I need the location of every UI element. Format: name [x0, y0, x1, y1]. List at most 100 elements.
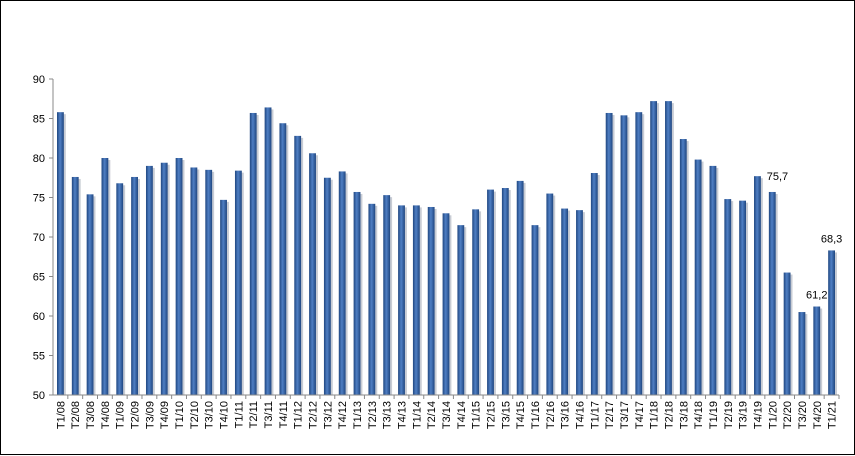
- data-label: 75,7: [767, 171, 788, 183]
- bar-t2-13: [368, 203, 376, 395]
- x-tick-label: T2/08: [70, 401, 82, 429]
- x-tick-label: T4/12: [337, 401, 349, 429]
- bar-t3-08: [86, 194, 94, 395]
- x-tick-label: T3/18: [678, 401, 690, 429]
- x-tick-label: T1/09: [115, 401, 127, 429]
- bar-t1-20: [768, 191, 776, 395]
- x-tick-label: T3/14: [441, 401, 453, 429]
- x-tick-label: T2/15: [485, 401, 497, 429]
- bar-t1-08: [57, 112, 64, 396]
- bar-t1-16: [531, 225, 539, 395]
- x-tick-label: T4/15: [515, 401, 527, 429]
- bar-t4-14: [457, 225, 465, 395]
- x-tick-label: T4/20: [812, 401, 824, 429]
- bar-t2-11: [249, 112, 257, 395]
- x-tick-label: T3/15: [500, 401, 512, 429]
- bar-t1-10: [175, 158, 183, 395]
- x-tick-label: T2/10: [189, 401, 201, 429]
- x-tick-label: T1/20: [767, 401, 779, 429]
- x-tick-label: T1/17: [589, 401, 601, 429]
- bar-t1-14: [412, 205, 420, 395]
- bar-t3-10: [205, 169, 213, 395]
- y-tick-label: 65: [33, 272, 45, 284]
- bar-t4-12: [338, 171, 346, 395]
- bar-t4-09: [160, 162, 168, 395]
- x-tick-label: T1/13: [352, 401, 364, 429]
- x-tick-label: T4/11: [278, 401, 290, 428]
- x-tick-label: T4/09: [159, 401, 171, 429]
- x-tick-label: T2/18: [663, 401, 675, 429]
- x-tick-label: T1/19: [708, 401, 720, 429]
- x-tick-label: T4/19: [752, 401, 764, 429]
- x-tick-label: T4/16: [574, 401, 586, 429]
- x-tick-label: T1/12: [293, 401, 305, 429]
- bar-t2-17: [605, 112, 613, 395]
- y-ticks-group: 50 55 60 65 70 75 80 85 90: [33, 74, 53, 402]
- x-tick-label: T1/18: [649, 401, 661, 429]
- x-tick-label: T3/08: [85, 401, 97, 429]
- x-tick-label: T4/17: [634, 401, 646, 429]
- bar-t4-20: [813, 306, 821, 395]
- x-tick-label: T1/16: [530, 401, 542, 429]
- x-tick-label: T1/14: [411, 401, 423, 429]
- bar-t4-19: [754, 176, 761, 395]
- bar-t3-12: [323, 177, 331, 395]
- x-tick-label: T3/13: [382, 401, 394, 429]
- bar-t1-21: [828, 250, 835, 395]
- bar-t2-16: [546, 193, 554, 395]
- y-tick-label: 55: [33, 351, 45, 363]
- x-tick-label: T4/13: [397, 401, 409, 429]
- y-tick-label: 50: [33, 390, 45, 402]
- bar-t1-12: [294, 135, 302, 395]
- bar-t3-13: [383, 195, 391, 395]
- x-tick-label: T3/09: [144, 401, 156, 429]
- bar-t4-13: [398, 205, 405, 395]
- bar-t3-14: [442, 213, 450, 395]
- y-tick-label: 70: [33, 232, 45, 244]
- y-tick-label: 60: [33, 311, 45, 323]
- x-tick-label: T2/11: [248, 401, 260, 428]
- bar-t3-15: [501, 188, 509, 395]
- bar-t3-09: [145, 165, 153, 395]
- x-tick-label: T1/21: [827, 401, 839, 429]
- x-tick-label: T1/11: [233, 401, 245, 428]
- bar-t1-11: [234, 170, 242, 395]
- bar-t4-11: [279, 123, 287, 396]
- bar-t2-15: [487, 189, 494, 395]
- bar-t3-20: [798, 312, 806, 395]
- bar-t1-13: [353, 191, 361, 395]
- y-tick-label: 75: [33, 193, 45, 205]
- y-tick-label: 80: [33, 153, 45, 165]
- bar-t4-08: [101, 158, 109, 395]
- bar-t1-09: [116, 183, 124, 395]
- x-tick-label: T3/10: [204, 401, 216, 429]
- bar-t2-08: [71, 176, 79, 395]
- bar-t1-15: [472, 209, 480, 395]
- x-tick-label: T3/19: [738, 401, 750, 429]
- x-tick-label: T3/20: [797, 401, 809, 429]
- data-labels-group: 75,7 61,2 68,3: [767, 171, 843, 301]
- bar-t2-20: [783, 272, 791, 395]
- bar-t3-17: [620, 115, 628, 395]
- bar-t3-11: [264, 107, 272, 395]
- x-tick-label: T2/09: [130, 401, 142, 429]
- bar-t3-16: [561, 208, 569, 395]
- bar-t4-15: [516, 180, 524, 395]
- y-tick-label: 85: [33, 114, 45, 126]
- bar-t4-10: [220, 199, 227, 395]
- bar-t2-19: [724, 199, 732, 395]
- x-tick-label: T4/10: [219, 401, 231, 429]
- bar-t4-17: [635, 112, 643, 396]
- x-tick-label: T2/16: [545, 401, 557, 429]
- x-tick-label: T4/14: [456, 401, 468, 429]
- bar-t2-09: [131, 176, 138, 395]
- bar-t1-19: [709, 165, 717, 395]
- data-label: 61,2: [806, 290, 827, 302]
- bar-t1-17: [590, 173, 598, 395]
- x-tick-label: T2/14: [426, 401, 438, 429]
- x-tick-label: T2/17: [604, 401, 616, 429]
- x-tick-label: T4/08: [100, 401, 112, 429]
- bar-t3-18: [679, 139, 687, 395]
- x-tick-label: T3/12: [322, 401, 334, 429]
